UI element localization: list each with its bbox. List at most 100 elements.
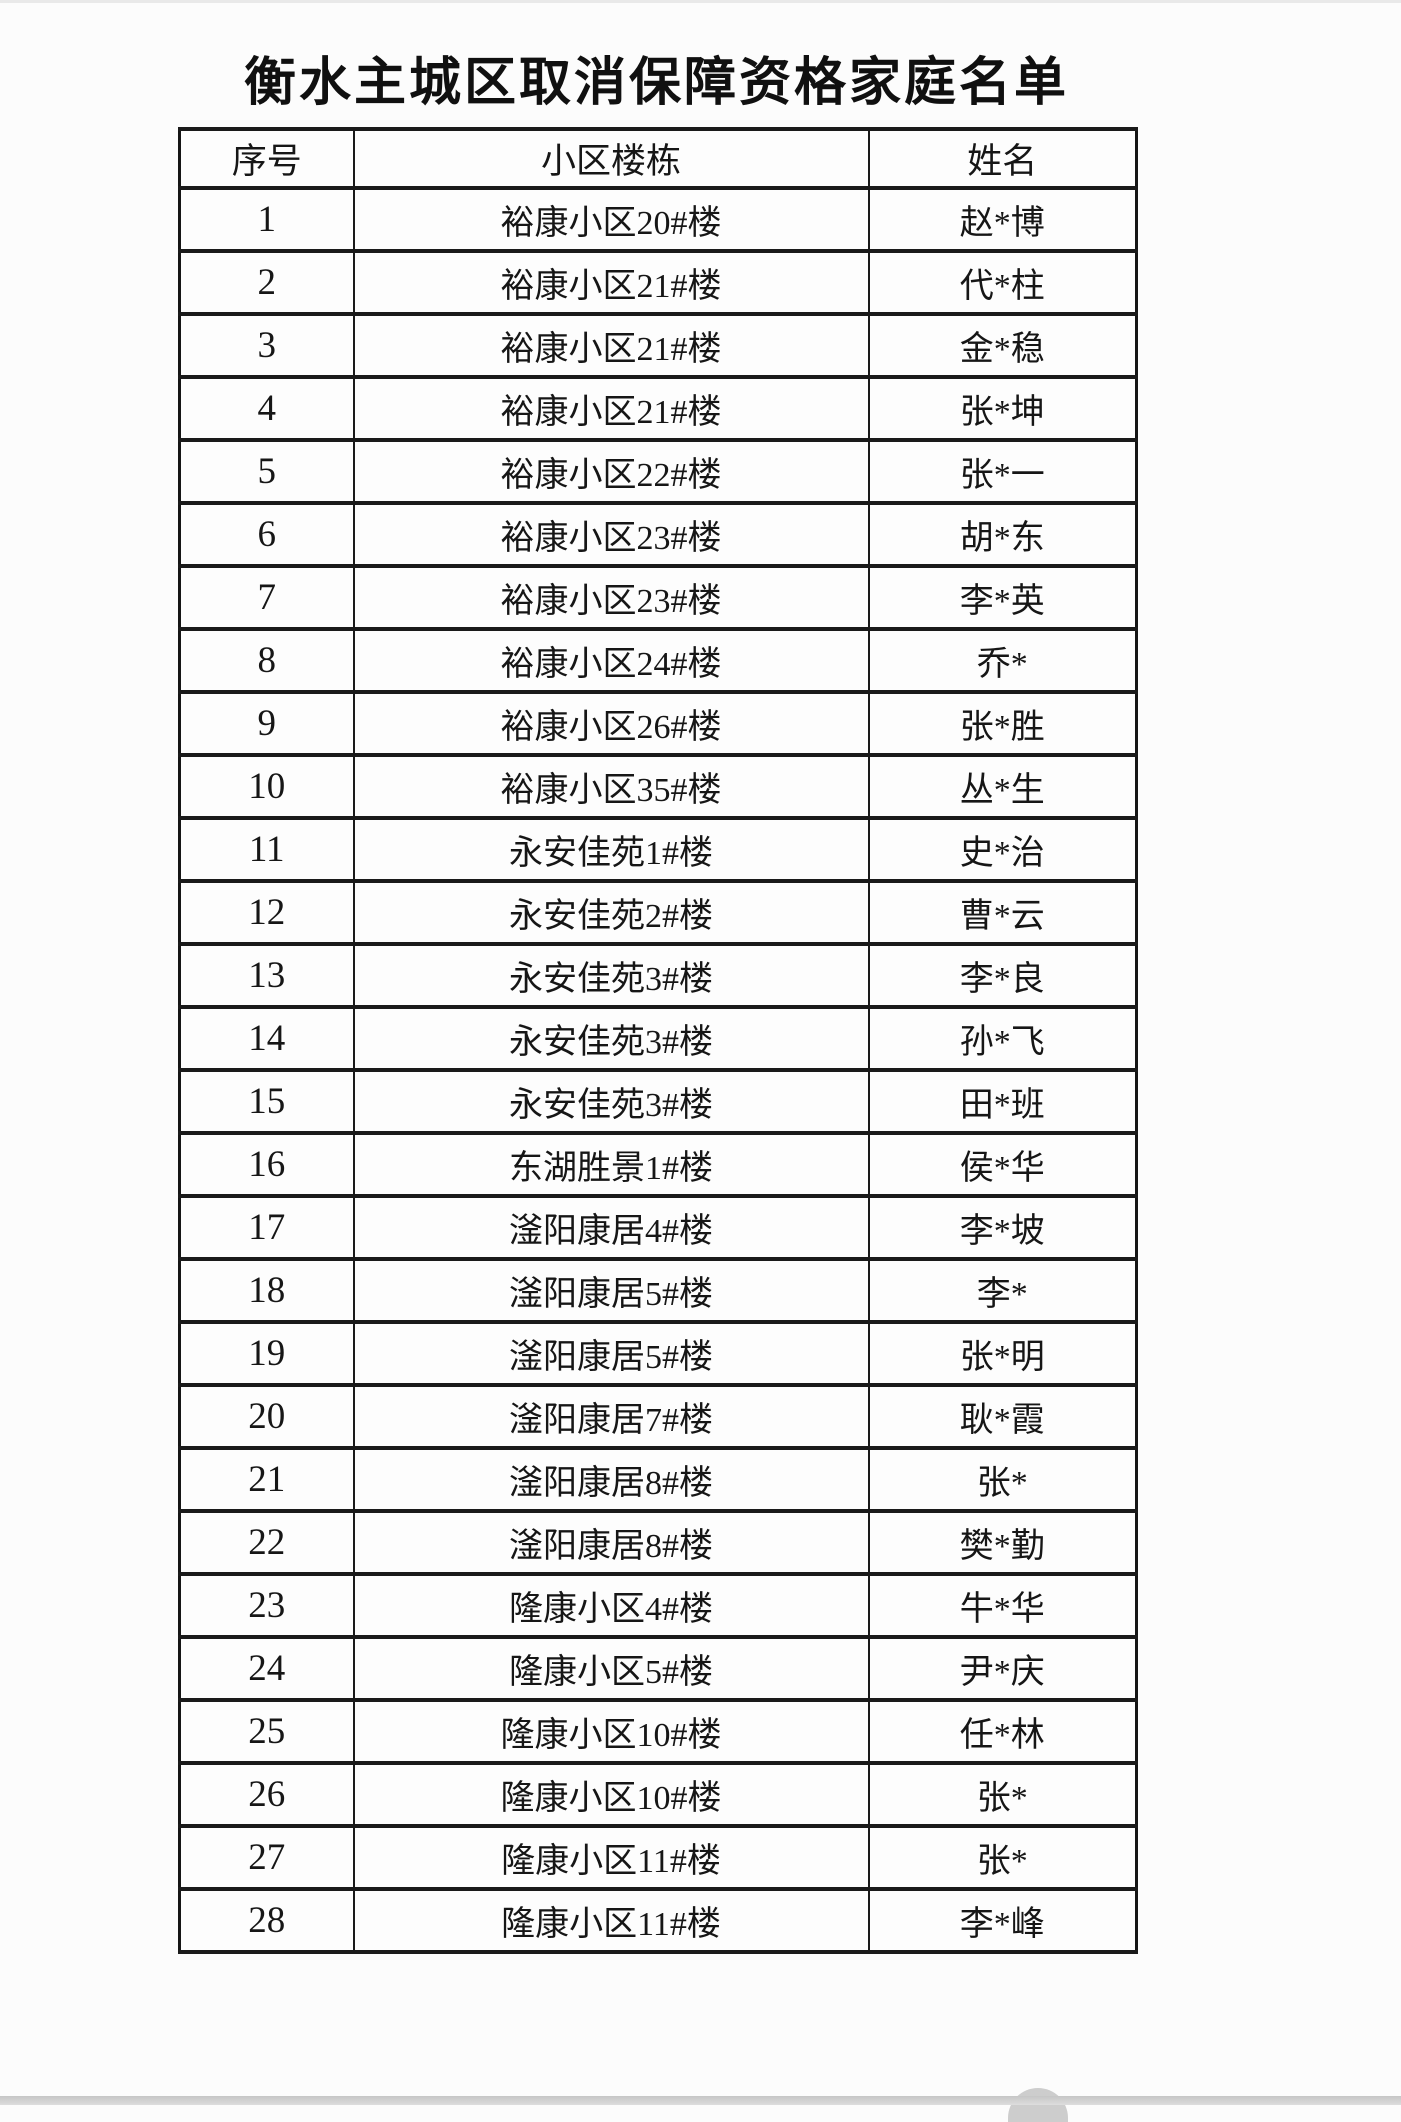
serial-number-cell: 13 [178, 942, 355, 1009]
table-row: 26 隆康小区10#楼 张* [178, 1761, 1138, 1828]
header-name: 姓名 [867, 127, 1138, 190]
table-row: 25 隆康小区10#楼 任*林 [178, 1698, 1138, 1765]
building-cell: 隆康小区4#楼 [352, 1572, 870, 1639]
serial-number-cell: 1 [178, 186, 355, 253]
table-row: 8 裕康小区24#楼 乔* [178, 627, 1138, 694]
building-cell: 裕康小区22#楼 [352, 438, 870, 505]
serial-number-cell: 24 [178, 1635, 355, 1702]
table-row: 21 滏阳康居8#楼 张* [178, 1446, 1138, 1513]
table-row: 14 永安佳苑3#楼 孙*飞 [178, 1005, 1138, 1072]
table-row: 4 裕康小区21#楼 张*坤 [178, 375, 1138, 442]
building-cell: 滏阳康居7#楼 [352, 1383, 870, 1450]
table-row: 1 裕康小区20#楼 赵*博 [178, 186, 1138, 253]
table-row: 7 裕康小区23#楼 李*英 [178, 564, 1138, 631]
building-cell: 东湖胜景1#楼 [352, 1131, 870, 1198]
name-cell: 李* [867, 1257, 1138, 1324]
name-cell: 尹*庆 [867, 1635, 1138, 1702]
name-cell: 胡*东 [867, 501, 1138, 568]
table-row: 11 永安佳苑1#楼 史*治 [178, 816, 1138, 883]
header-serial-number: 序号 [178, 127, 355, 190]
serial-number-cell: 17 [178, 1194, 355, 1261]
building-cell: 裕康小区24#楼 [352, 627, 870, 694]
table-row: 17 滏阳康居4#楼 李*坡 [178, 1194, 1138, 1261]
name-cell: 史*治 [867, 816, 1138, 883]
building-cell: 裕康小区21#楼 [352, 312, 870, 379]
serial-number-cell: 22 [178, 1509, 355, 1576]
building-cell: 裕康小区21#楼 [352, 249, 870, 316]
building-cell: 裕康小区20#楼 [352, 186, 870, 253]
building-cell: 裕康小区35#楼 [352, 753, 870, 820]
serial-number-cell: 12 [178, 879, 355, 946]
page-title: 衡水主城区取消保障资格家庭名单 [243, 55, 1069, 112]
table-row: 2 裕康小区21#楼 代*柱 [178, 249, 1138, 316]
name-cell: 乔* [867, 627, 1138, 694]
name-cell: 牛*华 [867, 1572, 1138, 1639]
name-cell: 张*明 [867, 1320, 1138, 1387]
name-cell: 田*班 [867, 1068, 1138, 1135]
serial-number-cell: 9 [178, 690, 355, 757]
serial-number-cell: 28 [178, 1887, 355, 1954]
building-cell: 永安佳苑3#楼 [352, 942, 870, 1009]
serial-number-cell: 25 [178, 1698, 355, 1765]
serial-number-cell: 16 [178, 1131, 355, 1198]
serial-number-cell: 2 [178, 249, 355, 316]
roster-table-body: 1 裕康小区20#楼 赵*博 2 裕康小区21#楼 代*柱 3 裕康小区21#楼 金*稳 4 裕康小… [178, 186, 1138, 1954]
name-cell: 李*英 [867, 564, 1138, 631]
name-cell: 张* [867, 1761, 1138, 1828]
name-cell: 曹*云 [867, 879, 1138, 946]
building-cell: 裕康小区23#楼 [352, 501, 870, 568]
table-row: 24 隆康小区5#楼 尹*庆 [178, 1635, 1138, 1702]
name-cell: 张*胜 [867, 690, 1138, 757]
serial-number-cell: 19 [178, 1320, 355, 1387]
serial-number-cell: 4 [178, 375, 355, 442]
name-cell: 李*峰 [867, 1887, 1138, 1954]
table-row: 5 裕康小区22#楼 张*一 [178, 438, 1138, 505]
building-cell: 滏阳康居4#楼 [352, 1194, 870, 1261]
building-cell: 隆康小区11#楼 [352, 1887, 870, 1954]
table-row: 10 裕康小区35#楼 丛*生 [178, 753, 1138, 820]
page-top-edge [0, 0, 1401, 3]
building-cell: 裕康小区23#楼 [352, 564, 870, 631]
name-cell: 李*坡 [867, 1194, 1138, 1261]
serial-number-cell: 11 [178, 816, 355, 883]
name-cell: 代*柱 [867, 249, 1138, 316]
table-row: 27 隆康小区11#楼 张* [178, 1824, 1138, 1891]
table-row: 22 滏阳康居8#楼 樊*勤 [178, 1509, 1138, 1576]
table-row: 19 滏阳康居5#楼 张*明 [178, 1320, 1138, 1387]
table-row: 18 滏阳康居5#楼 李* [178, 1257, 1138, 1324]
serial-number-cell: 5 [178, 438, 355, 505]
serial-number-cell: 26 [178, 1761, 355, 1828]
building-cell: 永安佳苑3#楼 [352, 1068, 870, 1135]
building-cell: 滏阳康居5#楼 [352, 1320, 870, 1387]
building-cell: 滏阳康居5#楼 [352, 1257, 870, 1324]
building-cell: 隆康小区11#楼 [352, 1824, 870, 1891]
building-cell: 永安佳苑3#楼 [352, 1005, 870, 1072]
table-row: 20 滏阳康居7#楼 耿*霞 [178, 1383, 1138, 1450]
name-cell: 孙*飞 [867, 1005, 1138, 1072]
table-row: 9 裕康小区26#楼 张*胜 [178, 690, 1138, 757]
building-cell: 滏阳康居8#楼 [352, 1446, 870, 1513]
table-row: 6 裕康小区23#楼 胡*东 [178, 501, 1138, 568]
serial-number-cell: 10 [178, 753, 355, 820]
roster-table: 序号 小区楼栋 姓名 1 裕康小区20#楼 赵*博 2 裕康小区21#楼 代*柱 3 裕康小区… [178, 127, 1138, 1954]
name-cell: 张* [867, 1446, 1138, 1513]
header-building: 小区楼栋 [352, 127, 870, 190]
table-row: 13 永安佳苑3#楼 李*良 [178, 942, 1138, 1009]
serial-number-cell: 18 [178, 1257, 355, 1324]
building-cell: 隆康小区10#楼 [352, 1761, 870, 1828]
table-row: 16 东湖胜景1#楼 侯*华 [178, 1131, 1138, 1198]
table-row: 12 永安佳苑2#楼 曹*云 [178, 879, 1138, 946]
serial-number-cell: 7 [178, 564, 355, 631]
building-cell: 隆康小区10#楼 [352, 1698, 870, 1765]
table-row: 15 永安佳苑3#楼 田*班 [178, 1068, 1138, 1135]
serial-number-cell: 15 [178, 1068, 355, 1135]
table-row: 28 隆康小区11#楼 李*峰 [178, 1887, 1138, 1954]
serial-number-cell: 23 [178, 1572, 355, 1639]
name-cell: 侯*华 [867, 1131, 1138, 1198]
serial-number-cell: 21 [178, 1446, 355, 1513]
name-cell: 赵*博 [867, 186, 1138, 253]
table-row: 23 隆康小区4#楼 牛*华 [178, 1572, 1138, 1639]
name-cell: 李*良 [867, 942, 1138, 1009]
serial-number-cell: 3 [178, 312, 355, 379]
page-bottom-edge [0, 2096, 1401, 2105]
